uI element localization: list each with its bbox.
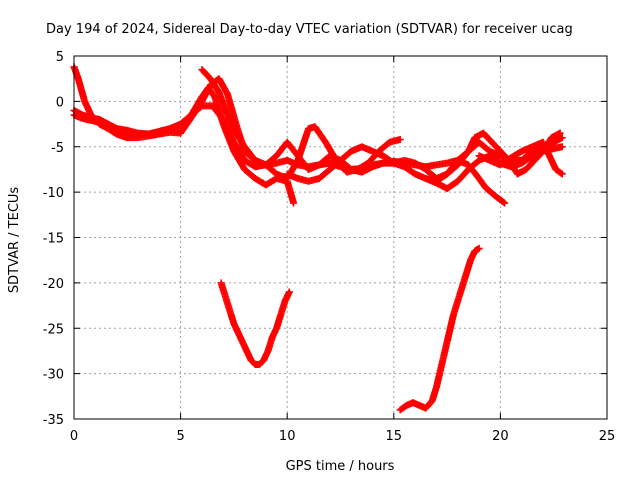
series-track-7 bbox=[475, 138, 566, 178]
grid bbox=[74, 56, 607, 419]
y-tick-label: -15 bbox=[43, 232, 64, 247]
series-track-2 bbox=[70, 63, 404, 183]
y-tick-label: -30 bbox=[43, 368, 64, 383]
y-tick-label: 5 bbox=[56, 50, 64, 65]
data-point bbox=[558, 170, 566, 178]
x-tick-label: 15 bbox=[386, 429, 403, 444]
y-tick-label: -20 bbox=[43, 277, 64, 292]
data-point bbox=[558, 134, 566, 142]
y-tick-label: -35 bbox=[43, 413, 64, 428]
data-point bbox=[501, 199, 509, 207]
data-point bbox=[499, 198, 507, 206]
data-point bbox=[290, 199, 298, 207]
x-tick-label: 0 bbox=[70, 429, 78, 444]
y-tick-label: -25 bbox=[43, 322, 64, 337]
x-axis-label: GPS time / hours bbox=[286, 459, 395, 474]
data-point bbox=[396, 135, 404, 143]
y-tick-label: 0 bbox=[56, 95, 64, 110]
axis-ticks: 0 5 10 15 20 25 5 0 -5 -10 -15 -20 -25 -30 -35 bbox=[43, 50, 616, 444]
data-point bbox=[558, 143, 566, 151]
x-tick-label: 10 bbox=[279, 429, 296, 444]
data-point bbox=[475, 244, 483, 252]
series-track-9 bbox=[396, 244, 483, 414]
data-point bbox=[556, 129, 564, 137]
plot-area bbox=[70, 63, 566, 414]
x-tick-label: 25 bbox=[599, 429, 616, 444]
y-axis-label: SDTVAR / TECUs bbox=[7, 187, 22, 294]
x-tick-label: 5 bbox=[176, 429, 184, 444]
series-track-8 bbox=[217, 279, 293, 369]
y-tick-label: -10 bbox=[43, 186, 64, 201]
y-tick-label: -5 bbox=[51, 141, 64, 156]
data-point bbox=[285, 288, 293, 296]
x-tick-label: 20 bbox=[492, 429, 509, 444]
data-point bbox=[557, 169, 565, 177]
chart-title: Day 194 of 2024, Sidereal Day-to-day VTE… bbox=[46, 22, 573, 37]
series-track-1 bbox=[70, 84, 298, 207]
